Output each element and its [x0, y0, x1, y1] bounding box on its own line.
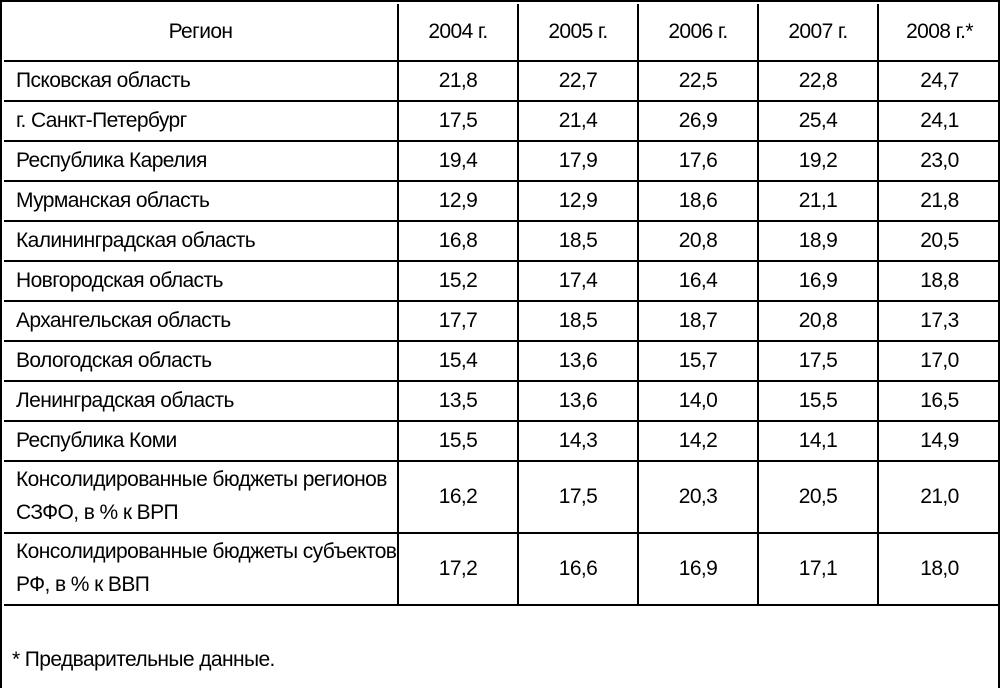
value-cell: 17,4 [517, 260, 639, 302]
value-cell: 15,2 [397, 260, 519, 302]
value-cell: 18,5 [517, 220, 639, 262]
value-cell: 16,6 [517, 532, 639, 606]
column-header-2007: 2007 г. [757, 4, 879, 62]
value-cell: 18,5 [517, 300, 639, 342]
table-row: Ленинградская область 13,5 13,6 14,0 15,… [4, 380, 1000, 422]
region-cell: г. Санкт-Петербург [4, 100, 399, 142]
region-cell: Новгородская область [4, 260, 399, 302]
value-cell: 17,2 [397, 532, 519, 606]
region-cell: Консолидированные бюджеты регионов СЗФО,… [4, 460, 399, 534]
column-header-2005: 2005 г. [517, 4, 639, 62]
value-cell: 24,7 [877, 60, 1000, 102]
value-cell: 13,5 [397, 380, 519, 422]
value-cell: 19,2 [757, 140, 879, 182]
value-cell: 17,0 [877, 340, 1000, 382]
value-cell: 12,9 [397, 180, 519, 222]
value-cell: 17,5 [517, 460, 639, 534]
table-row: Калининградская область 16,8 18,5 20,8 1… [4, 220, 1000, 262]
region-cell: Вологодская область [4, 340, 399, 382]
table-row: Республика Коми 15,5 14,3 14,2 14,1 14,9 [4, 420, 1000, 462]
value-cell: 17,3 [877, 300, 1000, 342]
value-cell: 20,3 [637, 460, 759, 534]
value-cell: 18,0 [877, 532, 1000, 606]
column-header-region: Регион [4, 4, 399, 62]
value-cell: 14,3 [517, 420, 639, 462]
region-cell: Мурманская область [4, 180, 399, 222]
table-row: Псковская область 21,8 22,7 22,5 22,8 24… [4, 60, 1000, 102]
value-cell: 22,7 [517, 60, 639, 102]
table-body: Псковская область 21,8 22,7 22,5 22,8 24… [4, 60, 1000, 606]
value-cell: 17,9 [517, 140, 639, 182]
value-cell: 22,5 [637, 60, 759, 102]
region-cell: Республика Коми [4, 420, 399, 462]
data-table: Регион 2004 г. 2005 г. 2006 г. 2007 г. 2… [4, 4, 1000, 606]
value-cell: 13,6 [517, 340, 639, 382]
value-cell: 16,5 [877, 380, 1000, 422]
value-cell: 17,7 [397, 300, 519, 342]
column-header-2004: 2004 г. [397, 4, 519, 62]
value-cell: 12,9 [517, 180, 639, 222]
value-cell: 14,0 [637, 380, 759, 422]
value-cell: 19,4 [397, 140, 519, 182]
table-row: Республика Карелия 19,4 17,9 17,6 19,2 2… [4, 140, 1000, 182]
region-cell: Псковская область [4, 60, 399, 102]
value-cell: 21,8 [397, 60, 519, 102]
column-header-2006: 2006 г. [637, 4, 759, 62]
value-cell: 16,9 [757, 260, 879, 302]
table-row: Консолидированные бюджеты регионов СЗФО,… [4, 460, 1000, 534]
value-cell: 18,9 [757, 220, 879, 262]
region-cell: Калининградская область [4, 220, 399, 262]
table-row: Вологодская область 15,4 13,6 15,7 17,5 … [4, 340, 1000, 382]
value-cell: 21,8 [877, 180, 1000, 222]
table-row: Консолидированные бюджеты субъектов РФ, … [4, 532, 1000, 606]
value-cell: 18,8 [877, 260, 1000, 302]
value-cell: 17,1 [757, 532, 879, 606]
value-cell: 20,8 [637, 220, 759, 262]
table-row: Архангельская область 17,7 18,5 18,7 20,… [4, 300, 1000, 342]
value-cell: 17,5 [397, 100, 519, 142]
value-cell: 16,9 [637, 532, 759, 606]
value-cell: 24,1 [877, 100, 1000, 142]
column-header-2008: 2008 г.* [877, 4, 1000, 62]
value-cell: 14,1 [757, 420, 879, 462]
table-row: г. Санкт-Петербург 17,5 21,4 26,9 25,4 2… [4, 100, 1000, 142]
value-cell: 15,5 [397, 420, 519, 462]
region-cell: Архангельская область [4, 300, 399, 342]
value-cell: 13,6 [517, 380, 639, 422]
value-cell: 16,4 [637, 260, 759, 302]
value-cell: 17,6 [637, 140, 759, 182]
value-cell: 22,8 [757, 60, 879, 102]
region-cell: Республика Карелия [4, 140, 399, 182]
value-cell: 16,2 [397, 460, 519, 534]
table-row: Мурманская область 12,9 12,9 18,6 21,1 2… [4, 180, 1000, 222]
value-cell: 20,5 [877, 220, 1000, 262]
value-cell: 14,9 [877, 420, 1000, 462]
value-cell: 18,7 [637, 300, 759, 342]
value-cell: 21,0 [877, 460, 1000, 534]
value-cell: 15,7 [637, 340, 759, 382]
value-cell: 16,8 [397, 220, 519, 262]
region-cell: Ленинградская область [4, 380, 399, 422]
value-cell: 25,4 [757, 100, 879, 142]
value-cell: 23,0 [877, 140, 1000, 182]
footnote: * Предварительные данные. [12, 648, 275, 671]
value-cell: 17,5 [757, 340, 879, 382]
region-cell: Консолидированные бюджеты субъектов РФ, … [4, 532, 399, 606]
value-cell: 20,5 [757, 460, 879, 534]
value-cell: 14,2 [637, 420, 759, 462]
value-cell: 15,5 [757, 380, 879, 422]
value-cell: 15,4 [397, 340, 519, 382]
value-cell: 21,4 [517, 100, 639, 142]
value-cell: 18,6 [637, 180, 759, 222]
value-cell: 21,1 [757, 180, 879, 222]
header-row: Регион 2004 г. 2005 г. 2006 г. 2007 г. 2… [4, 4, 1000, 62]
table-row: Новгородская область 15,2 17,4 16,4 16,9… [4, 260, 1000, 302]
value-cell: 20,8 [757, 300, 879, 342]
value-cell: 26,9 [637, 100, 759, 142]
